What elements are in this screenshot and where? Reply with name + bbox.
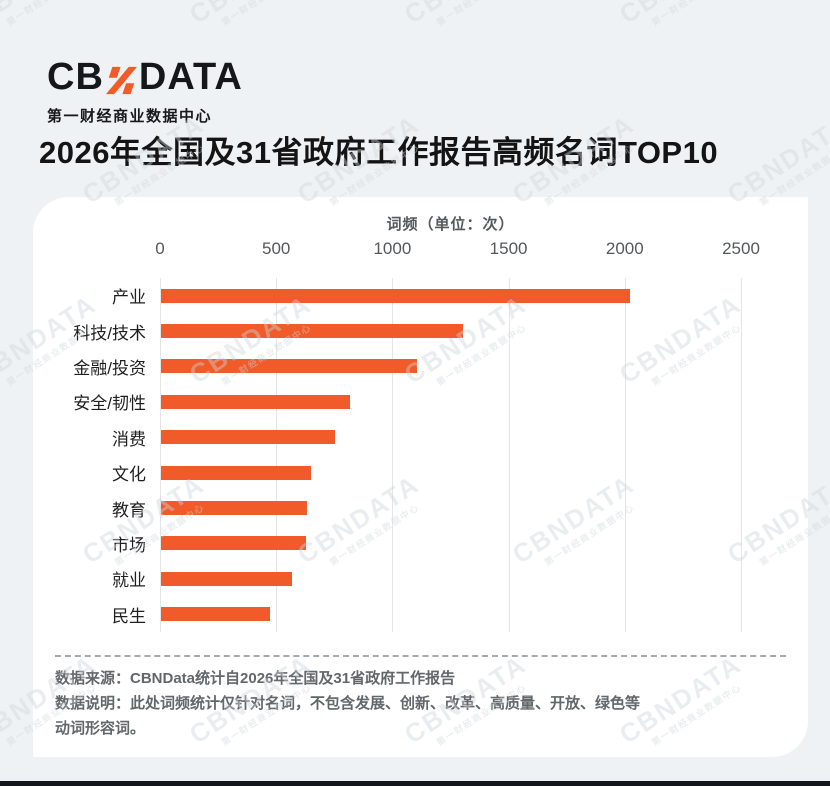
x-axis-title: 词频（单位：次） bbox=[386, 216, 515, 233]
gridline bbox=[392, 278, 394, 632]
category-label: 市场 bbox=[112, 535, 146, 555]
bar bbox=[161, 536, 307, 551]
x-tick-label: 1500 bbox=[489, 239, 528, 258]
page-title: 2026年全国及31省政府工作报告高频名词TOP10 bbox=[39, 135, 719, 170]
category-label: 民生 bbox=[112, 606, 146, 626]
bar-row: 市场 bbox=[33, 526, 808, 561]
bar-track bbox=[161, 430, 742, 445]
bar-track bbox=[161, 607, 742, 622]
x-axis-ticks: 0 500 1000 1500 2000 2500 bbox=[155, 239, 760, 261]
bar bbox=[161, 571, 293, 586]
bar-row: 金融/投资 bbox=[33, 349, 808, 384]
logo-n-icon bbox=[105, 66, 137, 95]
category-label: 安全/韧性 bbox=[73, 394, 146, 414]
method-note-line1: 数据说明：此处词频统计仅针对名词，不包含发展、创新、改革、高质量、开放、绿色等 bbox=[55, 695, 641, 712]
footnotes: 数据来源：CBNData统计自2026年全国及31省政府工作报告 数据说明：此处… bbox=[55, 666, 775, 741]
logo-wordmark: CB DATA bbox=[47, 58, 243, 96]
bar-row: 文化 bbox=[33, 455, 808, 490]
bar bbox=[161, 430, 336, 445]
category-label: 就业 bbox=[112, 571, 146, 591]
bar-track bbox=[161, 394, 742, 409]
x-tick-label: 2500 bbox=[722, 239, 760, 258]
bar-chart: 产业科技/技术金融/投资安全/韧性消费文化教育市场就业民生 bbox=[33, 278, 808, 632]
bar-track bbox=[161, 536, 742, 551]
bar-track bbox=[161, 324, 742, 339]
x-tick-label: 1000 bbox=[373, 239, 412, 258]
bottom-accent-bar bbox=[0, 781, 830, 786]
bar-row: 产业 bbox=[33, 278, 808, 313]
bar-row: 安全/韧性 bbox=[33, 384, 808, 419]
bar bbox=[161, 324, 464, 339]
bar-row: 教育 bbox=[33, 490, 808, 525]
bar-track bbox=[161, 571, 742, 586]
logo-subtitle: 第一财经商业数据中心 bbox=[47, 108, 213, 125]
gridline bbox=[508, 278, 510, 632]
bar-track bbox=[161, 359, 742, 374]
bar-row: 民生 bbox=[33, 597, 808, 632]
x-tick-label: 2000 bbox=[605, 239, 644, 258]
bar bbox=[161, 607, 271, 622]
bar bbox=[161, 501, 308, 516]
category-label: 科技/技术 bbox=[73, 323, 146, 343]
category-label: 产业 bbox=[112, 288, 146, 308]
source-note: 数据来源：CBNData统计自2026年全国及31省政府工作报告 bbox=[55, 670, 456, 687]
bar-track bbox=[161, 288, 742, 303]
gridlines bbox=[160, 278, 742, 632]
bar bbox=[161, 394, 351, 409]
chart-card: 词频（单位：次） 0 500 1000 1500 2000 2500 产业科技/技术金融/… bbox=[33, 197, 808, 757]
bar-track bbox=[161, 501, 742, 516]
bar bbox=[161, 359, 417, 374]
dashed-divider bbox=[55, 655, 786, 657]
bar-row: 就业 bbox=[33, 561, 808, 596]
category-label: 文化 bbox=[112, 465, 146, 485]
bar bbox=[161, 288, 631, 303]
cbndata-logo: CB DATA 第一财经商业数据中心 bbox=[47, 58, 243, 126]
gridline bbox=[741, 278, 742, 632]
logo-text-data: DATA bbox=[138, 56, 243, 98]
method-note-line2: 动词形容词。 bbox=[55, 720, 146, 737]
bar-track bbox=[161, 465, 742, 480]
bar bbox=[161, 465, 311, 480]
category-label: 消费 bbox=[112, 429, 146, 449]
x-tick-label: 0 bbox=[155, 239, 165, 258]
logo-text-cb: CB bbox=[47, 56, 104, 98]
category-label: 金融/投资 bbox=[73, 358, 146, 378]
x-tick-label: 500 bbox=[262, 239, 291, 258]
gridline bbox=[624, 278, 626, 632]
gridline bbox=[276, 278, 278, 632]
gridline bbox=[160, 278, 161, 632]
category-label: 教育 bbox=[112, 500, 146, 520]
bar-row: 科技/技术 bbox=[33, 313, 808, 348]
bar-row: 消费 bbox=[33, 420, 808, 455]
